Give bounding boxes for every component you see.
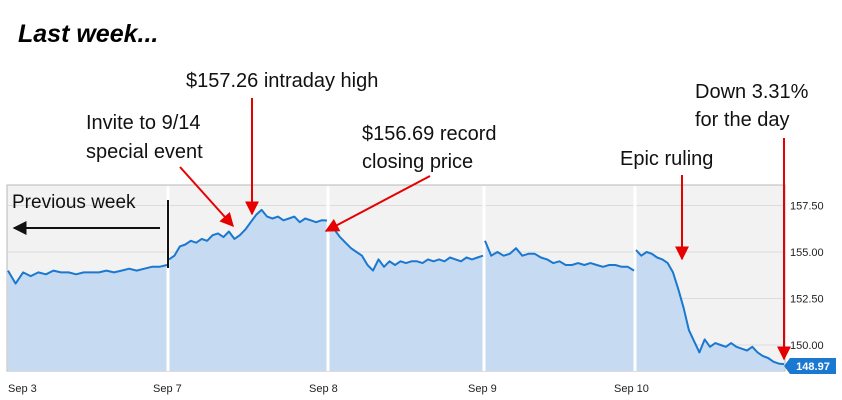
price-line-sep-10 (635, 249, 785, 366)
y-tick-label: 157.50 (790, 200, 824, 212)
chart-heading: Last week... (18, 20, 158, 48)
last-value-badge: 148.97 (784, 358, 836, 374)
price-line-sep-3 (7, 264, 168, 285)
invite-arrow (179, 166, 234, 228)
invite-label-line1: Invite to 9/14 (86, 112, 201, 134)
price-line-sep-9 (484, 240, 635, 272)
y-axis-ticks: 157.50 155.00 152.50 150.00 (790, 200, 824, 351)
y-tick-label: 152.50 (790, 293, 824, 305)
x-axis-ticks: Sep 3 Sep 7 Sep 8 Sep 9 Sep 10 (8, 383, 649, 395)
last-value-label: 148.97 (796, 361, 830, 373)
x-tick-label: Sep 3 (8, 383, 37, 395)
x-tick-label: Sep 7 (153, 383, 182, 395)
epic-ruling-label: Epic ruling (620, 148, 713, 170)
record-label-line1: $156.69 record (362, 123, 497, 145)
price-line-sep-7 (168, 208, 328, 261)
x-tick-label: Sep 8 (309, 383, 338, 395)
down-label-line1: Down 3.31% (695, 81, 809, 103)
x-tick-label: Sep 9 (468, 383, 497, 395)
x-tick-label: Sep 10 (614, 383, 649, 395)
series-area-group (8, 209, 784, 371)
y-tick-label: 150.00 (790, 340, 824, 352)
down-label-line2: for the day (695, 109, 790, 131)
previous-week-label: Previous week (12, 192, 136, 213)
series-line-group (7, 208, 785, 366)
y-tick-label: 155.00 (790, 247, 824, 259)
price-line-sep-8 (328, 226, 484, 272)
record-close-arrow (324, 175, 431, 232)
invite-label-line2: special event (86, 141, 203, 163)
price-area (8, 209, 784, 371)
record-label-line2: closing price (362, 151, 473, 173)
intraday-high-label: $157.26 intraday high (186, 70, 378, 92)
